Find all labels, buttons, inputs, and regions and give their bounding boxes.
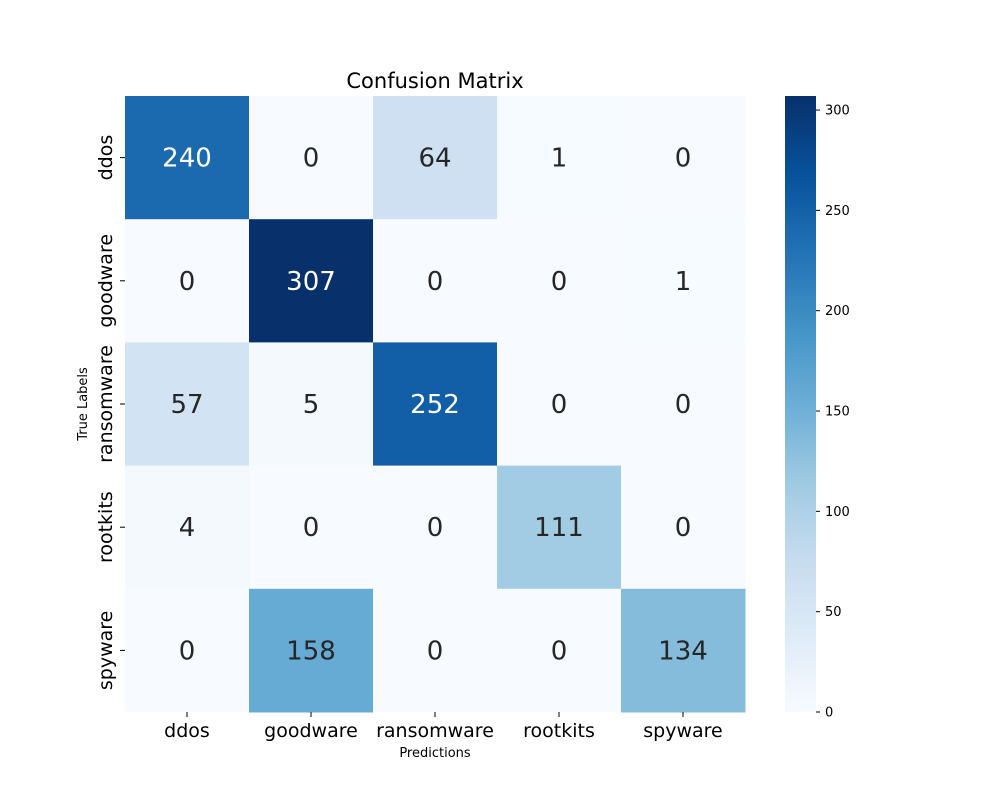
- heatmap-cell: [249, 588, 374, 713]
- heatmap-cell: [373, 588, 498, 713]
- cell-value-label: 0: [427, 267, 444, 297]
- cell-value-label: 1: [551, 144, 568, 174]
- cell-value-label: 0: [675, 390, 692, 420]
- cell-value-label: 0: [179, 267, 196, 297]
- heatmap-cell: [621, 465, 746, 590]
- heatmap-cell: [373, 342, 498, 467]
- cell-value-label: 0: [551, 267, 568, 297]
- heatmap-cells: 240 0 64 1 0 0 307 0 0 1 57 5 252 0 0 4 0 0 111 0 0 158 0 0 134: [125, 96, 746, 713]
- cell-value-label: 5: [303, 390, 320, 420]
- cell-value-label: 1: [675, 267, 692, 297]
- cell-value-label: 240: [162, 144, 212, 174]
- cell-value-label: 111: [534, 513, 584, 543]
- y-tick-label: goodware: [95, 234, 117, 328]
- heatmap-cell: [249, 465, 374, 590]
- cell-value-label: 0: [551, 390, 568, 420]
- chart-title: Confusion Matrix: [346, 69, 523, 93]
- x-tick-label: rootkits: [523, 720, 595, 742]
- x-tick-label: goodware: [264, 720, 358, 742]
- cell-value-label: 0: [675, 144, 692, 174]
- heatmap-cell: [621, 96, 746, 220]
- heatmap-cell: [621, 342, 746, 467]
- heatmap-cell: [125, 96, 250, 220]
- cell-value-label: 0: [427, 636, 444, 666]
- colorbar-tick-label: 250: [825, 204, 850, 219]
- x-axis-label: Predictions: [399, 746, 471, 761]
- heatmap-cell: [249, 219, 374, 343]
- cell-value-label: 64: [418, 144, 451, 174]
- heatmap-cell: [373, 465, 498, 590]
- cell-value-label: 0: [179, 636, 196, 666]
- cell-value-label: 307: [286, 267, 336, 297]
- colorbar: [785, 96, 816, 712]
- colorbar-axis: 0 50 100 150 200 250 300: [816, 104, 850, 721]
- y-axis-label: True Labels: [76, 367, 91, 442]
- heatmap-cell: [497, 342, 622, 467]
- heatmap-cell: [621, 219, 746, 343]
- x-tick-label: spyware: [643, 720, 722, 742]
- heatmap-cell: [373, 96, 498, 220]
- heatmap-cell: [497, 588, 622, 713]
- x-tick-label: ransomware: [376, 720, 494, 742]
- y-tick-label: rootkits: [95, 491, 117, 563]
- heatmap-cell: [125, 465, 250, 590]
- heatmap-cell: [497, 465, 622, 590]
- cell-value-label: 252: [410, 390, 460, 420]
- colorbar-tick-label: 100: [825, 505, 850, 520]
- cell-value-label: 0: [551, 636, 568, 666]
- heatmap-cell: [621, 588, 746, 713]
- y-tick-label: spyware: [95, 611, 117, 690]
- cell-value-label: 4: [179, 513, 196, 543]
- colorbar-tick-label: 150: [825, 405, 850, 420]
- heatmap-cell: [125, 342, 250, 467]
- heatmap-cell: [249, 96, 374, 220]
- colorbar-tick-label: 50: [825, 605, 842, 620]
- y-axis: ddos goodware ransomware rootkits spyware: [95, 135, 125, 690]
- cell-value-label: 0: [303, 513, 320, 543]
- x-tick-label: ddos: [164, 720, 210, 742]
- heatmap-cell: [125, 588, 250, 713]
- heatmap-cell: [373, 219, 498, 343]
- cell-value-label: 158: [286, 636, 336, 666]
- cell-value-label: 134: [658, 636, 708, 666]
- cell-value-label: 57: [170, 390, 203, 420]
- cell-value-label: 0: [675, 513, 692, 543]
- heatmap-cell: [497, 96, 622, 220]
- y-tick-label: ddos: [95, 135, 117, 181]
- colorbar-tick-label: 200: [825, 304, 850, 319]
- heatmap-cell: [249, 342, 374, 467]
- cell-value-label: 0: [427, 513, 444, 543]
- colorbar-tick-label: 300: [825, 104, 850, 119]
- cell-value-label: 0: [303, 144, 320, 174]
- x-axis: ddos goodware ransomware rootkits spyware: [164, 712, 723, 742]
- y-tick-label: ransomware: [95, 345, 117, 463]
- heatmap-cell: [125, 219, 250, 343]
- heatmap-cell: [497, 219, 622, 343]
- colorbar-tick-label: 0: [825, 706, 833, 721]
